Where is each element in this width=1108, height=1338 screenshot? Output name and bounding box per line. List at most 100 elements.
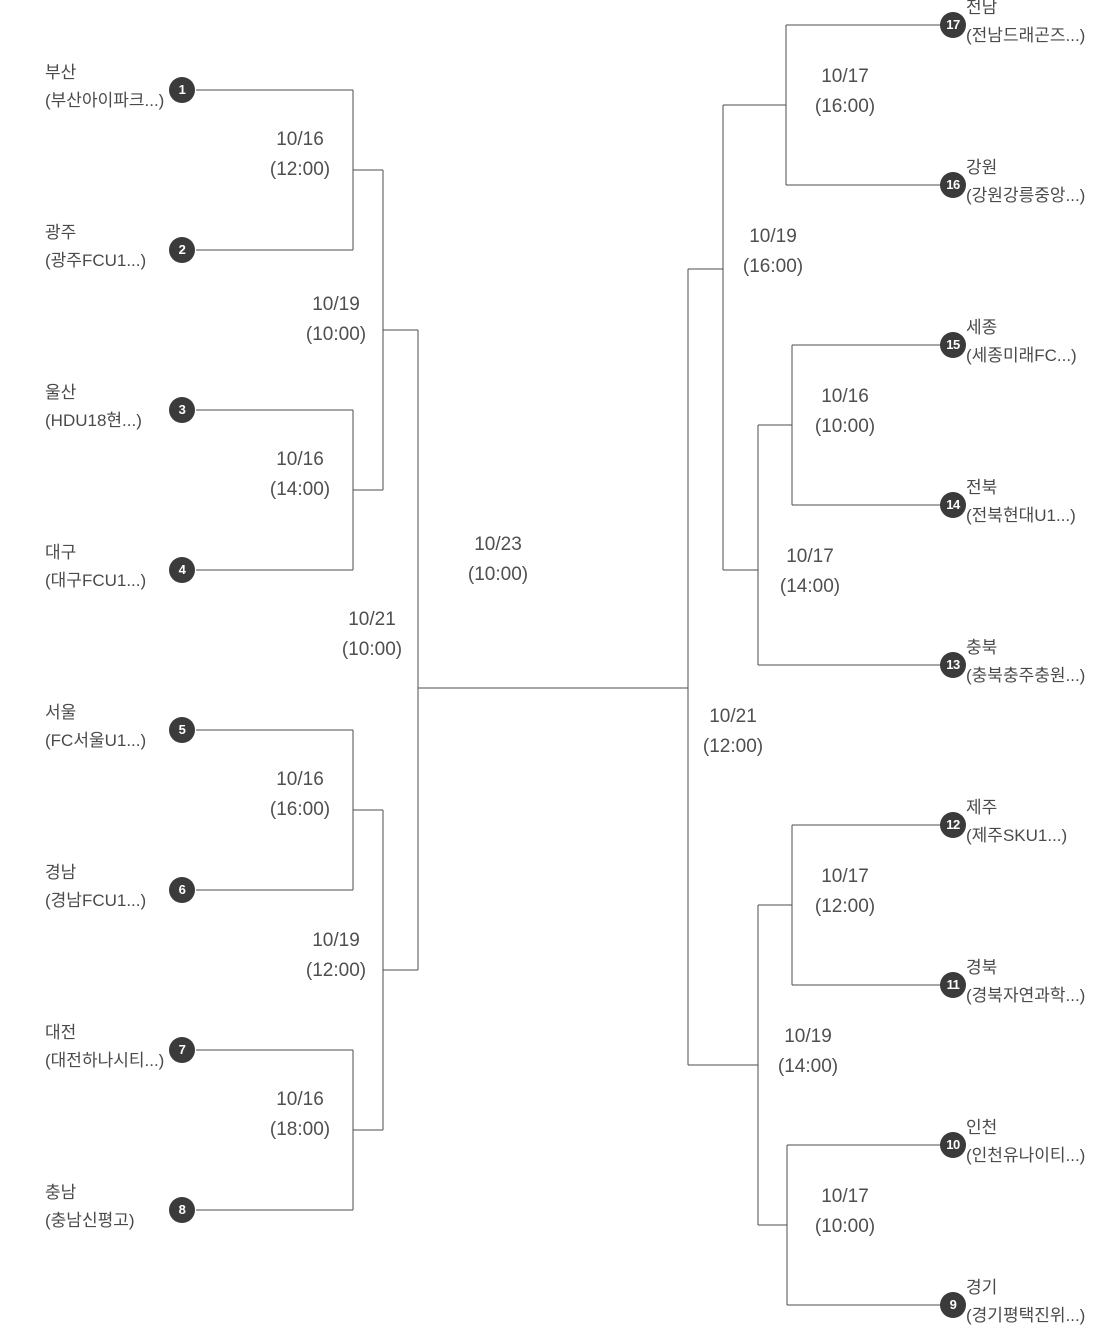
match-time: (14:00) (777, 1056, 839, 1077)
seed-badge-14: 14 (940, 492, 966, 518)
team-name: 부산 (45, 63, 77, 82)
seed-badge-16: 16 (940, 172, 966, 198)
match-label-qf-right-bottom: 10/19 (14:00) (778, 1022, 838, 1082)
match-date: 10/19 (749, 226, 797, 247)
team-name: 서울 (45, 703, 77, 722)
team-club: (세종미래FC...) (966, 346, 1077, 365)
team-name: 충북 (966, 638, 998, 657)
seed-badge-9: 9 (940, 1292, 966, 1318)
team-entry-seed-1: 부산 (부산아이파크...) (45, 59, 164, 115)
match-time: (12:00) (305, 960, 367, 981)
match-time: (14:00) (779, 576, 841, 597)
match-date: 10/17 (786, 546, 834, 567)
team-club: (경북자연과학...) (966, 986, 1086, 1005)
team-entry-seed-2: 광주 (광주FCU1...) (45, 219, 146, 275)
bracket-lines-left (196, 89, 688, 1211)
match-date: 10/17 (821, 866, 869, 887)
team-entry-seed-16: 강원 (강원강릉중앙...) (966, 154, 1085, 210)
match-time: (10:00) (814, 1216, 876, 1237)
team-entry-seed-13: 충북 (충북충주충원...) (966, 634, 1085, 690)
team-entry-seed-6: 경남 (경남FCU1...) (45, 859, 146, 915)
match-date: 10/16 (276, 129, 324, 150)
team-name: 대전 (45, 1023, 77, 1042)
match-label-m7-8: 10/16 (18:00) (270, 1085, 330, 1145)
match-date: 10/16 (276, 1089, 324, 1110)
match-time: (10:00) (467, 564, 529, 585)
team-entry-seed-12: 제주 (제주SKU1...) (966, 794, 1067, 850)
team-club: (인천유나이티...) (966, 1146, 1086, 1165)
team-entry-seed-4: 대구 (대구FCU1...) (45, 539, 146, 595)
match-date: 10/17 (821, 66, 869, 87)
team-entry-seed-14: 전북 (전북현대U1...) (966, 474, 1076, 530)
team-club: (HDU18현...) (45, 411, 142, 430)
team-entry-seed-10: 인천 (인천유나이티...) (966, 1114, 1085, 1170)
team-entry-seed-8: 충남 (충남신평고) (45, 1179, 135, 1235)
team-club: (충북충주충원...) (966, 666, 1086, 685)
seed-badge-12: 12 (940, 812, 966, 838)
team-name: 전남 (966, 0, 998, 17)
seed-badge-13: 13 (940, 652, 966, 678)
seed-badge-11: 11 (940, 972, 966, 998)
match-time: (18:00) (269, 1119, 331, 1140)
seed-badge-5: 5 (169, 717, 195, 743)
match-label-m1-2: 10/16 (12:00) (270, 125, 330, 185)
team-club: (충남신평고) (45, 1211, 135, 1230)
match-label-m12-11: 10/17 (12:00) (815, 862, 875, 922)
team-entry-seed-11: 경북 (경북자연과학...) (966, 954, 1085, 1010)
match-label-m1514-13: 10/17 (14:00) (780, 542, 840, 602)
match-label-m15-14: 10/16 (10:00) (815, 382, 875, 442)
team-entry-seed-15: 세종 (세종미래FC...) (966, 314, 1077, 370)
team-club: (경남FCU1...) (45, 891, 147, 910)
team-name: 충남 (45, 1183, 77, 1202)
match-label-sf-right: 10/21 (12:00) (703, 702, 763, 762)
team-club: (FC서울U1...) (45, 731, 147, 750)
match-time: (16:00) (742, 256, 804, 277)
match-time: (16:00) (814, 96, 876, 117)
team-name: 강원 (966, 158, 998, 177)
match-label-qf-left-top: 10/19 (10:00) (306, 290, 366, 350)
seed-badge-7: 7 (169, 1037, 195, 1063)
match-time: (12:00) (269, 159, 331, 180)
team-name: 세종 (966, 318, 998, 337)
seed-badge-17: 17 (940, 12, 966, 38)
match-date: 10/16 (821, 386, 869, 407)
team-name: 전북 (966, 478, 998, 497)
match-date: 10/17 (821, 1186, 869, 1207)
team-club: (대전하나시티...) (45, 1051, 165, 1070)
match-label-qf-right-top: 10/19 (16:00) (743, 222, 803, 282)
match-label-m3-4: 10/16 (14:00) (270, 445, 330, 505)
seed-badge-15: 15 (940, 332, 966, 358)
team-name: 경기 (966, 1278, 998, 1297)
seed-badge-2: 2 (169, 237, 195, 263)
match-time: (12:00) (814, 896, 876, 917)
match-date: 10/23 (474, 534, 522, 555)
team-club: (경기평택진위...) (966, 1306, 1086, 1325)
seed-badge-6: 6 (169, 877, 195, 903)
match-date: 10/19 (312, 294, 360, 315)
match-date: 10/21 (709, 706, 757, 727)
team-name: 인천 (966, 1118, 998, 1137)
team-club: (전남드래곤즈...) (966, 26, 1086, 45)
match-date: 10/19 (312, 930, 360, 951)
match-date: 10/19 (784, 1026, 832, 1047)
team-entry-seed-9: 경기 (경기평택진위...) (966, 1274, 1085, 1330)
match-date: 10/16 (276, 769, 324, 790)
team-entry-seed-5: 서울 (FC서울U1...) (45, 699, 146, 755)
seed-badge-1: 1 (169, 77, 195, 103)
seed-badge-4: 4 (169, 557, 195, 583)
team-name: 울산 (45, 383, 77, 402)
match-label-sf-left: 10/21 (10:00) (342, 605, 402, 665)
team-entry-seed-17: 전남 (전남드래곤즈...) (966, 0, 1085, 50)
match-time: (14:00) (269, 479, 331, 500)
bracket-lines-right (687, 24, 941, 1306)
team-club: (대구FCU1...) (45, 571, 147, 590)
team-club: (제주SKU1...) (966, 826, 1068, 845)
match-label-m5-6: 10/16 (16:00) (270, 765, 330, 825)
team-club: (광주FCU1...) (45, 251, 147, 270)
team-club: (전북현대U1...) (966, 506, 1076, 525)
match-label-m17-16: 10/17 (16:00) (815, 62, 875, 122)
team-name: 경남 (45, 863, 77, 882)
match-time: (12:00) (702, 736, 764, 757)
